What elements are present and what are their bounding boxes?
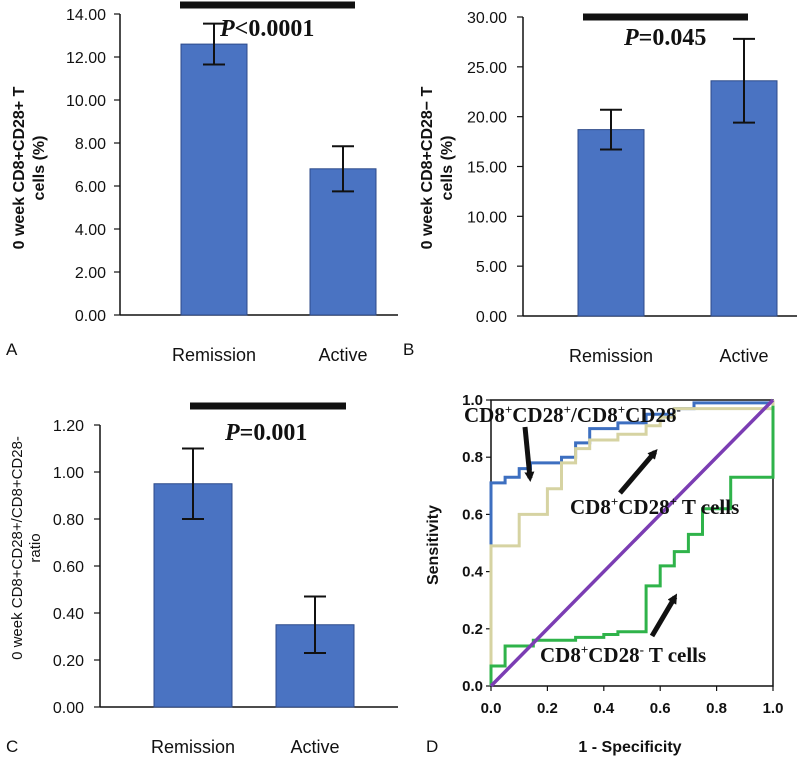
panel-a-ylabel-line2: cells (%) [31,136,48,201]
panel-c-category-label: Remission [151,737,235,757]
panel-c-category-label: Active [290,737,339,757]
roc-ytick-label: 1.0 [462,392,483,409]
panel-a-category-label: Remission [172,345,256,365]
panel-b-ytick-label: 15.00 [467,160,507,177]
roc-xtick-label: 0.4 [593,700,615,717]
panel-a-ytick-label: 10.00 [66,93,106,110]
panel-c-ytick-label: 0.00 [53,700,84,717]
panel-a-ytick-label: 8.00 [75,136,106,153]
roc-reference-line [489,398,775,688]
panel-c-ylabel-line2: ratio [27,533,44,562]
panel-c-ytick-label: 0.80 [53,512,84,529]
panel-label-c: C [6,737,18,756]
panel-label-d: D [426,737,438,756]
panel-c-pvalue: P=0.001 [224,420,307,446]
panel-b: 0 week CD8+CD28− T cells (%) 0.00 5.00 10.… [419,10,797,366]
panel-a-pvalue: P<0.0001 [219,16,314,42]
panel-label-b: B [403,340,414,359]
roc-ytick-label: 0.8 [462,449,483,466]
panel-a-bar-remission [180,43,248,316]
panel-c-ytick-label: 0.20 [53,653,84,670]
panel-c-ytick-label: 1.20 [53,418,84,435]
roc-xlabel: 1 - Specificity [578,739,681,756]
panel-b-ytick-label: 30.00 [467,10,507,27]
panel-a-ytick-label: 2.00 [75,265,106,282]
roc-annotation-cd28neg: CD8+CD28- T cells [540,642,706,667]
roc-xtick-label: 1.0 [763,700,784,717]
panel-a-ytick-label: 12.00 [66,50,106,67]
panel-b-ylabel-line1: 0 week CD8+CD28− T [419,86,436,249]
roc-annotation-cd28pos: CD8+CD28+ T cells [570,494,739,519]
roc-arrow-cd28pos [618,448,658,495]
roc-xtick-label: 0.2 [537,700,558,717]
roc-xtick-label: 0.8 [706,700,727,717]
panel-c-ytick-label: 0.60 [53,559,84,576]
roc-ytick-label: 0.4 [462,564,484,581]
panel-label-a: A [6,340,18,359]
roc-ylabel: Sensitivity [425,505,442,585]
panel-b-ytick-label: 20.00 [467,110,507,127]
panel-c: 0 week CD8+CD28+/CD8+CD28- ratio 0.00 0.2… [9,402,398,757]
panel-a-ytick-label: 4.00 [75,222,106,239]
panel-c-ylabel-line1: 0 week CD8+CD28+/CD8+CD28- [9,436,26,660]
panel-b-category-label: Active [719,346,768,366]
roc-arrow-cd28neg [649,593,678,638]
panel-c-ytick-label: 0.40 [53,606,84,623]
panel-b-pvalue: P=0.045 [623,25,706,51]
roc-xtick-label: 0.6 [650,700,671,717]
roc-annotation-ratio: CD8+CD28+/CD8+CD28- [464,402,681,427]
roc-xtick-label: 0.0 [481,700,502,717]
panel-c-ytick-label: 1.00 [53,465,84,482]
panel-b-ylabel-line2: cells (%) [439,136,456,201]
panel-b-category-label: Remission [569,346,653,366]
panel-b-ytick-label: 0.00 [476,309,507,326]
panel-a-category-label: Active [318,345,367,365]
panel-a-ytick-label: 6.00 [75,179,106,196]
panel-a-ytick-label: 14.00 [66,7,106,24]
panel-d: 0.0 0.0 0.2 0.2 0.4 0.4 0.6 0.6 0.8 0.8 1.0 1.0 1 -… [425,392,783,756]
panel-b-bar-remission [577,129,645,317]
panel-a-ylabel-line1: 0 week CD8+CD28+ T [11,86,28,249]
panel-b-ytick-label: 10.00 [467,209,507,226]
roc-ytick-label: 0.2 [462,621,483,638]
panel-a-ytick-label: 0.00 [75,308,106,325]
panel-b-ytick-label: 5.00 [476,259,507,276]
roc-curve-cd28pos [489,400,775,686]
panel-a: 0 week CD8+CD28+ T cells (%) 0.00 2.00 4.0… [11,1,398,365]
panel-a-bar-active [309,168,377,316]
panel-b-ytick-label: 25.00 [467,60,507,77]
roc-ytick-label: 0.0 [462,678,483,695]
roc-ytick-label: 0.6 [462,506,483,523]
panel-c-bar-remission [153,483,233,708]
roc-arrow-ratio [522,426,535,482]
